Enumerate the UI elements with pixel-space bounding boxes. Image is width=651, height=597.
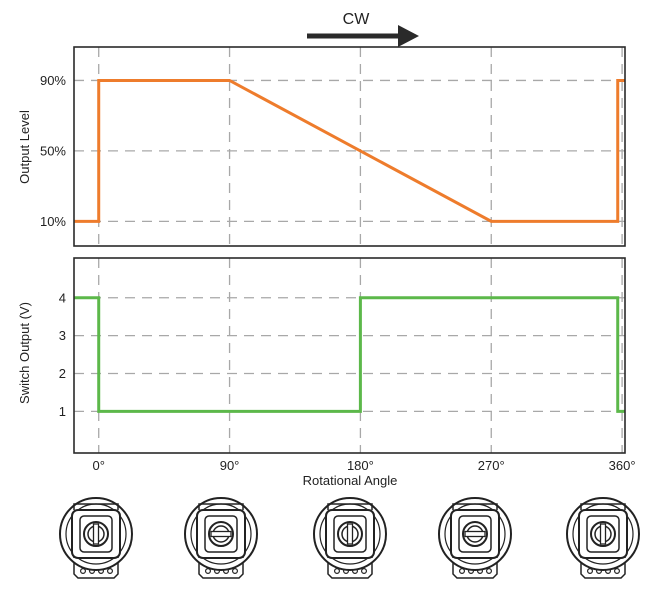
- bottom-y-axis-label: Switch Output (V): [17, 302, 32, 404]
- x-axis-label: Rotational Angle: [303, 473, 398, 488]
- output-level-panel: 10% 50% 90% Output Level: [17, 46, 626, 247]
- x-tick-label: 270°: [478, 458, 505, 473]
- top-y-axis-label: Output Level: [17, 110, 32, 184]
- top-y-tick-labels: 10% 50% 90%: [40, 73, 66, 229]
- arrow-head-icon: [398, 25, 419, 47]
- knob-illustrations: [59, 497, 640, 579]
- potentiometer-icon: [566, 497, 640, 579]
- x-tick-label: 360°: [609, 458, 636, 473]
- switch-output-line: [74, 296, 625, 413]
- bottom-plot-frame: [73, 257, 626, 454]
- top-plot-frame: [73, 46, 626, 247]
- direction-label: CW: [343, 11, 371, 28]
- potentiometer-icon: [313, 497, 387, 579]
- top-y-tick-label: 10%: [40, 214, 66, 229]
- potentiometer-icon: [184, 497, 258, 579]
- switch-output-panel: 1 2 3 4 Switch Output (V) 0° 90° 180° 270° 360°…: [17, 257, 636, 488]
- potentiometer-icon: [59, 497, 133, 579]
- x-tick-label: 180°: [347, 458, 374, 473]
- cw-arrow: CW: [307, 11, 419, 47]
- x-tick-label: 90°: [220, 458, 240, 473]
- bottom-y-tick-label: 2: [59, 366, 66, 381]
- x-tick-label: 0°: [92, 458, 104, 473]
- grid-bottom: [74, 258, 625, 453]
- bottom-y-tick-labels: 1 2 3 4: [59, 290, 66, 419]
- potentiometer-icon: [438, 497, 512, 579]
- bottom-y-tick-label: 3: [59, 328, 66, 343]
- bottom-y-tick-label: 4: [59, 290, 66, 305]
- top-y-tick-label: 90%: [40, 73, 66, 88]
- bottom-y-tick-label: 1: [59, 404, 66, 419]
- top-y-tick-label: 50%: [40, 143, 66, 158]
- x-tick-labels: 0° 90° 180° 270° 360°: [92, 458, 635, 473]
- output-level-line: [74, 78, 625, 223]
